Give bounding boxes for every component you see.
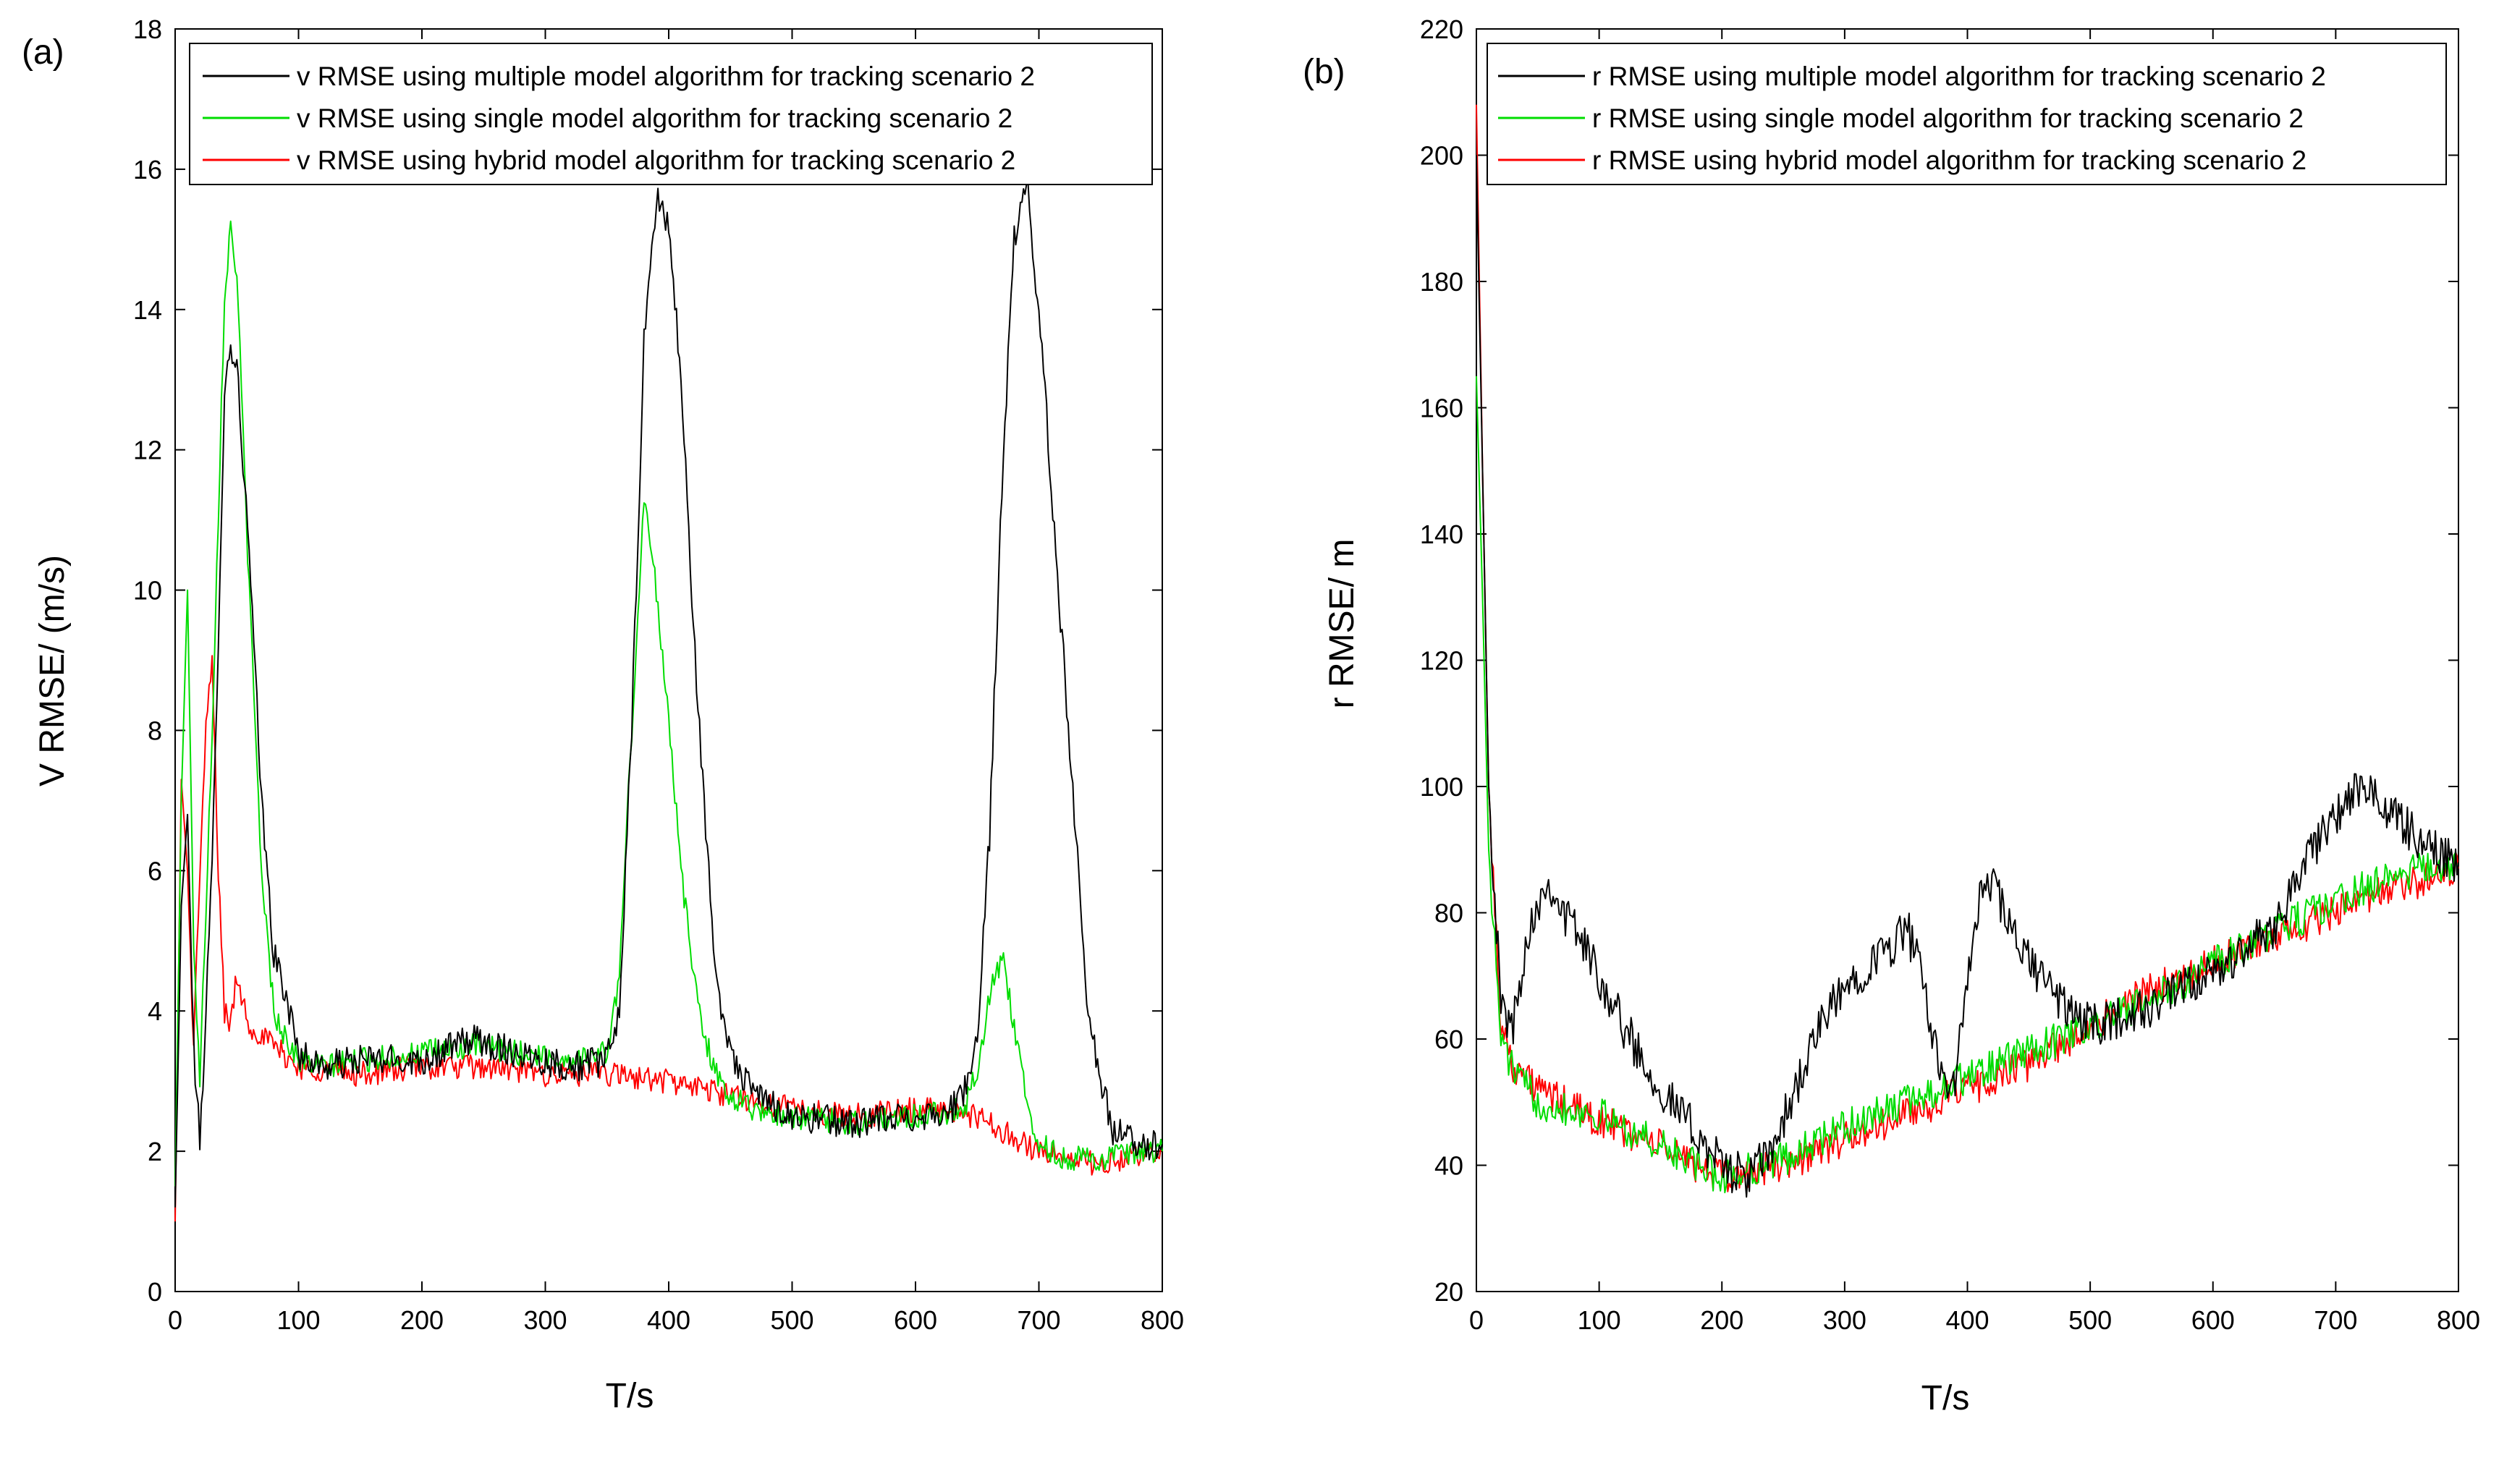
panel-a-series-line-single [174,220,1163,1187]
panel-a-y-tick-label: 18 [133,14,162,44]
panel-b-legend: r RMSE using multiple model algorithm fo… [1487,43,2447,185]
panel-b-series-line-single [1476,376,2459,1194]
panel-a-x-tick-label: 600 [894,1305,937,1335]
panel-b-y-tick-label: 100 [1420,772,1463,802]
panel-a-legend: v RMSE using multiple model algorithm fo… [189,43,1153,185]
panel-b-series-line-multiple [1476,155,2459,1198]
panel-a-x-tick-label: 400 [647,1305,690,1335]
panel-a-legend-box [189,43,1153,185]
panel-a-legend-entry-hybrid: v RMSE using hybrid model algorithm for … [297,145,1015,175]
panel-a-y-axis-label: V RMSE/ (m/s) [33,555,72,786]
panel-b-y-tick-label: 60 [1434,1025,1463,1054]
panel-a-x-tick-label: 0 [168,1305,182,1335]
panel-a-y-tick-label: 8 [148,716,162,745]
panel-a-series-line-hybrid [174,655,1163,1222]
panel-a-series [174,183,1163,1222]
panel-b-ticks: 0 100 200 300 400 500 600 700 800 20 40 60 80 100 120 1… [1420,14,2480,1335]
panel-a-label: (a) [22,33,64,72]
panel-b-x-tick-label: 0 [1469,1305,1484,1335]
panel-b-y-tick-label: 200 [1420,141,1463,171]
panel-b-y-tick-label: 220 [1420,14,1463,44]
panel-a-series-line-multiple [174,183,1163,1208]
panel-a-y-tick-label: 10 [133,576,162,606]
panel-b-x-tick-label: 400 [1945,1305,1989,1335]
panel-a-y-tick-label: 14 [133,295,162,325]
panel-b-x-tick-label: 200 [1700,1305,1743,1335]
panel-b-label: (b) [1303,53,1345,91]
panel-b-x-axis-label: T/s [1921,1379,1970,1417]
panel-b: (b) T/s r RMSE/ m 0 100 200 300 400 500 600 700… [1303,14,2480,1417]
panel-a-y-tick-label: 12 [133,436,162,465]
panel-b-series-line-hybrid [1476,104,2459,1192]
panel-a-x-tick-label: 100 [276,1305,320,1335]
panel-a-y-tick-label: 4 [148,996,162,1026]
panel-b-x-tick-label: 700 [2314,1305,2357,1335]
panel-b-legend-entry-single: r RMSE using single model algorithm for … [1592,103,2304,133]
panel-b-y-tick-label: 180 [1420,267,1463,297]
panel-a-y-tick-label: 6 [148,856,162,886]
panel-a-y-tick-label: 0 [148,1277,162,1307]
panel-b-y-axis-label: r RMSE/ m [1323,539,1361,709]
panel-a-ticks: 0 100 200 300 400 500 600 700 800 0 2 4 6 8 10 12 14 16 18 [133,14,1184,1335]
panel-b-x-tick-label: 600 [2191,1305,2235,1335]
panel-b-y-tick-label: 140 [1420,520,1463,549]
panel-b-x-tick-label: 800 [2437,1305,2480,1335]
panel-a: (a) T/s V RMSE/ (m/s) 0 100 200 300 400 500 60… [22,14,1184,1415]
panel-a-x-tick-label: 500 [770,1305,813,1335]
panel-b-series [1476,104,2459,1198]
panel-b-legend-box [1487,43,2447,185]
panel-a-x-tick-label: 300 [523,1305,567,1335]
panel-a-x-tick-label: 700 [1017,1305,1060,1335]
panel-b-x-tick-label: 100 [1578,1305,1621,1335]
panel-b-y-tick-label: 160 [1420,394,1463,423]
panel-a-x-tick-label: 800 [1141,1305,1184,1335]
panel-a-x-tick-label: 200 [400,1305,444,1335]
panel-b-legend-entry-multiple: r RMSE using multiple model algorithm fo… [1592,62,2326,91]
panel-a-legend-entry-multiple: v RMSE using multiple model algorithm fo… [297,62,1035,91]
panel-a-x-axis-label: T/s [606,1377,654,1415]
panel-b-y-tick-label: 20 [1434,1277,1463,1307]
panel-a-legend-entry-single: v RMSE using single model algorithm for … [297,103,1012,133]
panel-b-x-tick-label: 300 [1823,1305,1866,1335]
panel-b-x-tick-label: 500 [2068,1305,2112,1335]
panel-b-y-tick-label: 120 [1420,646,1463,676]
panel-a-y-tick-label: 2 [148,1137,162,1166]
panel-b-y-tick-label: 80 [1434,899,1463,928]
panel-b-legend-entry-hybrid: r RMSE using hybrid model algorithm for … [1592,145,2306,175]
panel-a-y-tick-label: 16 [133,155,162,185]
panel-b-y-tick-label: 40 [1434,1151,1463,1181]
